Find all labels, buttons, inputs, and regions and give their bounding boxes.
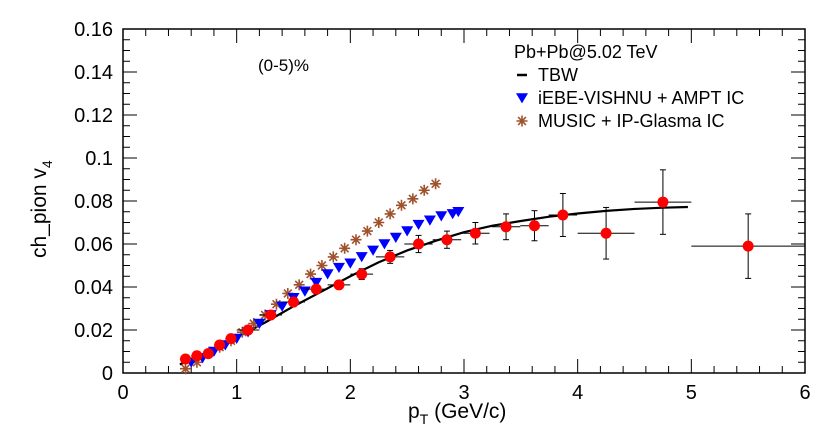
y-tick-label: 0.16	[74, 19, 113, 41]
music-point	[407, 193, 419, 205]
music-point	[293, 279, 305, 291]
legend-label: iEBE-VISHNU + AMPT IC	[538, 88, 744, 108]
legend-title: Pb+Pb@5.02 TeV	[514, 42, 658, 62]
y-tick-label: 0.1	[85, 148, 113, 170]
x-axis-title: pT (GeV/c)	[408, 400, 506, 427]
tbw-curve	[179, 205, 688, 366]
music-point	[384, 208, 396, 220]
data-point	[333, 279, 345, 291]
y-axis-title: ch_pion v4	[28, 160, 55, 258]
data-point	[310, 283, 322, 295]
ampt-point	[332, 262, 345, 274]
ampt-point	[355, 252, 368, 263]
data-point	[356, 268, 368, 280]
ampt-point	[389, 232, 402, 243]
ampt-point	[452, 206, 465, 218]
music-point	[395, 199, 407, 211]
plot-frame	[122, 28, 806, 374]
ampt-point	[412, 219, 425, 231]
music-point	[373, 217, 385, 228]
data-point	[528, 220, 540, 232]
music-point	[327, 251, 339, 263]
music-point	[270, 298, 282, 310]
music-point	[418, 184, 430, 196]
data-point	[191, 350, 203, 362]
music-point	[339, 242, 351, 254]
data-point	[657, 196, 669, 208]
legend-label: MUSIC + IP-Glasma IC	[538, 111, 725, 131]
ampt-point	[344, 258, 357, 269]
data-point	[557, 209, 569, 221]
music-point	[191, 356, 203, 368]
data-point	[600, 227, 612, 239]
music-point	[248, 318, 260, 330]
music-point	[430, 178, 442, 190]
legend-label: TBW	[538, 65, 578, 85]
data-point	[214, 339, 226, 351]
series-data	[179, 169, 805, 365]
ampt-point	[310, 277, 323, 289]
music-point	[350, 234, 362, 246]
ampt-point	[253, 318, 266, 329]
music-point	[180, 363, 192, 375]
y-tick-label: 0.12	[74, 105, 113, 127]
data-point	[500, 221, 512, 233]
ampt-point	[321, 269, 334, 280]
y-tick-label: 0.08	[74, 191, 113, 213]
x-tick-label: 4	[572, 382, 583, 404]
legend-triangle-icon	[516, 93, 528, 104]
legend-star-icon	[516, 115, 528, 127]
ampt-point	[423, 215, 436, 226]
ampt-point	[298, 286, 311, 297]
data-point	[742, 240, 754, 252]
data-point	[288, 296, 299, 308]
data-point	[469, 227, 481, 239]
data-point	[202, 348, 214, 360]
x-tick-label: 6	[799, 382, 810, 404]
data-point	[441, 234, 453, 246]
ampt-point	[435, 211, 448, 222]
data-point	[413, 238, 425, 250]
music-point	[305, 268, 317, 280]
data-point	[384, 251, 396, 263]
y-tick-label: 0.02	[74, 320, 113, 342]
music-point	[361, 225, 373, 237]
x-tick-label: 0	[117, 382, 128, 404]
y-tick-label: 0	[102, 363, 113, 385]
x-tick-label: 3	[458, 382, 469, 404]
x-tick-label: 2	[345, 382, 356, 404]
data-point	[265, 309, 277, 321]
y-tick-label: 0.14	[74, 62, 113, 84]
series-iebe-vishnu-ampt-ic	[185, 206, 465, 368]
data-point	[225, 333, 237, 345]
data-point	[180, 353, 192, 365]
x-tick-label: 1	[231, 382, 242, 404]
music-point	[316, 260, 328, 271]
data-point	[242, 324, 254, 336]
ampt-point	[276, 301, 289, 312]
ampt-point	[401, 226, 414, 237]
y-tick-label: 0.04	[74, 277, 113, 299]
series-tbw	[179, 205, 688, 366]
ampt-point	[367, 245, 380, 256]
centrality-annotation: (0-5)%	[258, 56, 309, 75]
music-point	[236, 326, 248, 338]
x-tick-label: 5	[686, 382, 697, 404]
ampt-point	[378, 239, 391, 250]
y-tick-label: 0.06	[74, 234, 113, 256]
